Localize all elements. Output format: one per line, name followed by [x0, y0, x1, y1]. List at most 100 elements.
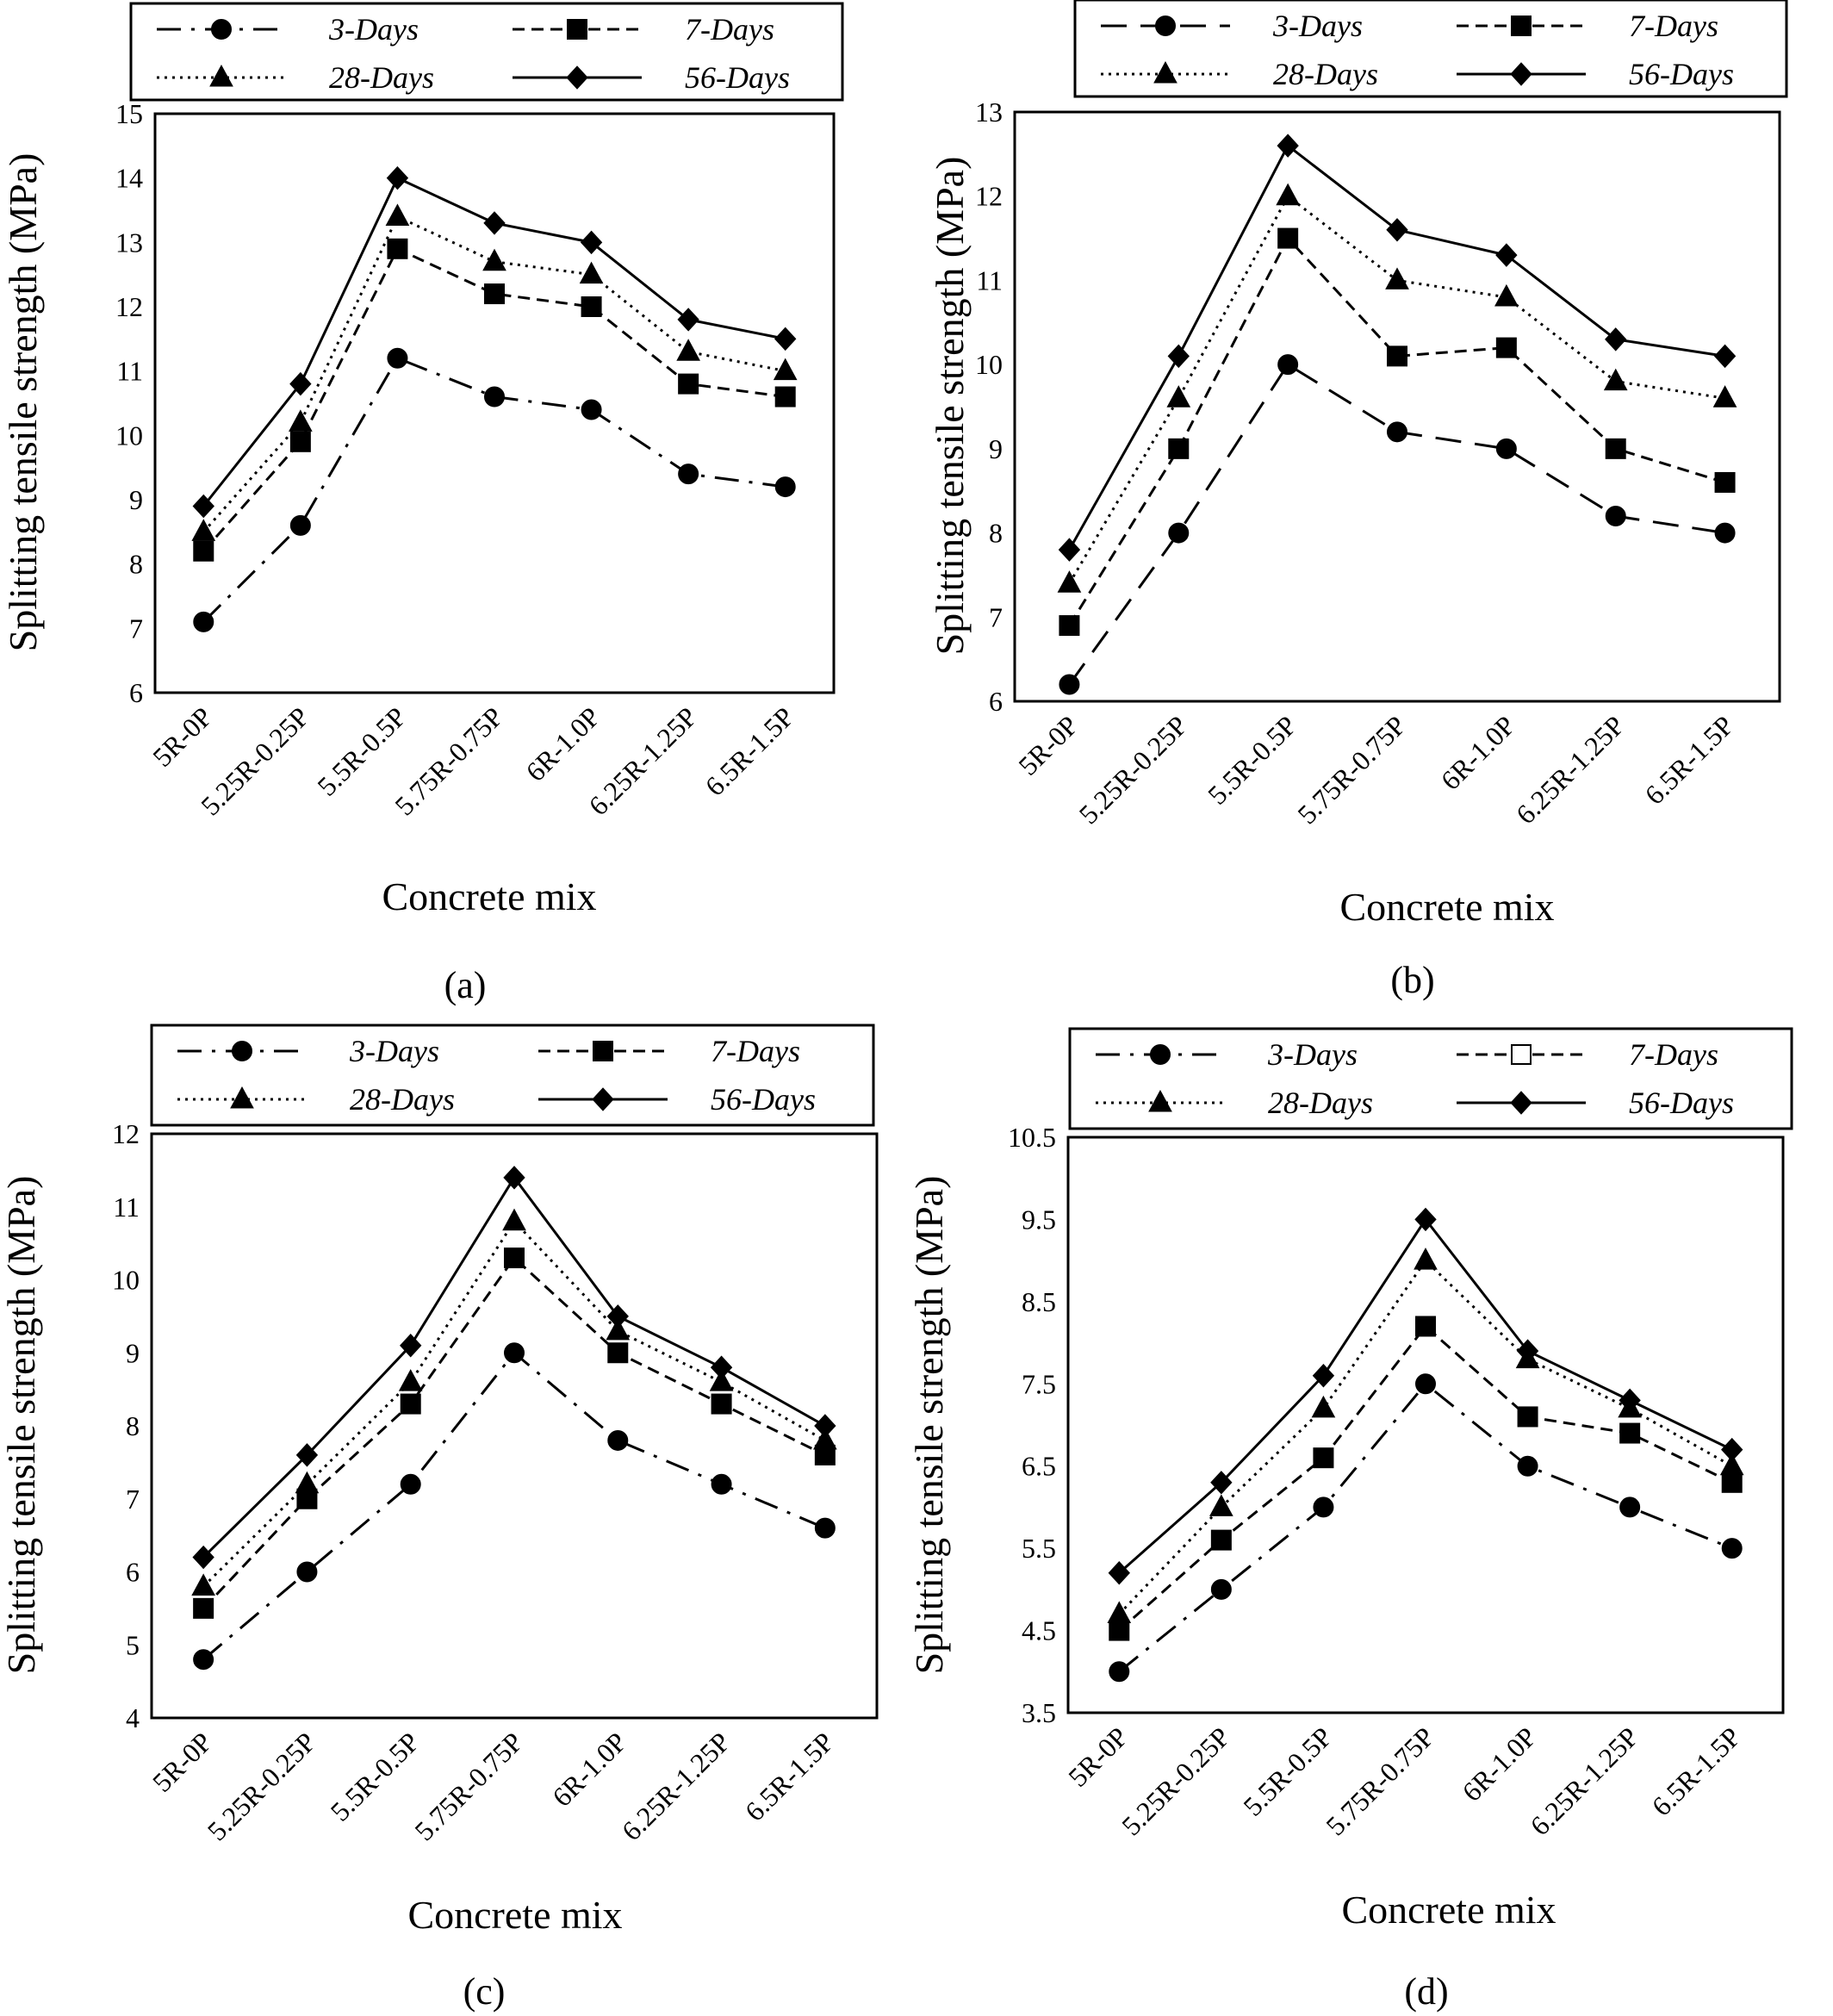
data-point-triangle — [709, 1369, 734, 1391]
series-3-days — [193, 347, 796, 632]
legend-marker-diamond — [1510, 1091, 1532, 1115]
y-tick-label: 6 — [989, 686, 1003, 717]
x-axis-title: Concrete mix — [1341, 1888, 1556, 1932]
y-tick-label: 12 — [115, 291, 143, 322]
data-point-circle — [193, 611, 214, 632]
y-tick-label: 6.5 — [1022, 1451, 1056, 1482]
legend: 3-Days 7-Days 28-Days 56-Days — [129, 2, 844, 102]
data-point-triangle — [191, 1573, 215, 1596]
data-point-diamond — [1108, 1561, 1130, 1585]
legend: 3-Days 7-Days 28-Days 56-Days — [1073, 0, 1788, 98]
legend-item-3-days: 3-Days — [177, 1034, 439, 1068]
data-point-circle — [1517, 1455, 1538, 1477]
data-point-circle — [581, 399, 602, 420]
plot-area — [150, 1132, 879, 1720]
y-tick-label: 4.5 — [1022, 1615, 1056, 1646]
data-point-triangle — [1712, 385, 1737, 408]
series-3-days — [193, 1342, 836, 1671]
data-point-triangle — [1414, 1248, 1438, 1270]
data-point-square — [400, 1393, 421, 1415]
data-point-triangle — [1385, 267, 1409, 289]
legend-item-3-days: 3-Days — [1096, 1037, 1358, 1072]
x-tick-label: 5.5R-0.5P — [1202, 709, 1302, 810]
legend-item-56-days: 56-Days — [1457, 1086, 1734, 1120]
data-point-circle — [1109, 1661, 1130, 1683]
data-point-triangle — [1276, 183, 1300, 206]
y-tick-label: 14 — [115, 163, 143, 194]
chart-panel-1: 3-Days 7-Days 28-Days 56-Days 6 7 8 9 10 11 12 13 14… — [1, 2, 844, 1006]
data-point-circle — [1415, 1373, 1436, 1395]
data-point-circle — [296, 1561, 318, 1583]
legend-marker-square — [567, 19, 587, 40]
legend-box — [1068, 1027, 1793, 1130]
data-point-diamond — [774, 327, 797, 352]
data-point-square — [387, 238, 408, 259]
legend-label: 3-Days — [349, 1034, 439, 1068]
series-7-days — [193, 238, 796, 562]
legend-item-28-days: 28-Days — [1096, 1086, 1373, 1120]
data-point-triangle — [191, 519, 216, 541]
series-28-days — [1057, 183, 1737, 593]
series-28-days — [1107, 1248, 1744, 1623]
data-point-triangle — [773, 358, 798, 381]
y-tick-label: 9.5 — [1022, 1204, 1056, 1235]
data-point-diamond — [1414, 1207, 1437, 1232]
data-point-triangle — [1603, 368, 1628, 391]
legend-marker-diamond — [566, 65, 588, 90]
data-point-diamond — [606, 1304, 629, 1328]
legend-item-56-days: 56-Days — [513, 60, 790, 95]
y-tick-label: 12 — [975, 181, 1003, 212]
legend-item-7-days: 7-Days — [1457, 9, 1718, 43]
series-line — [202, 1255, 826, 1609]
data-point-circle — [193, 1649, 214, 1671]
y-tick-label: 7 — [129, 613, 143, 644]
data-point-triangle — [1719, 1453, 1744, 1476]
data-point-diamond — [289, 371, 312, 396]
data-point-square — [193, 540, 214, 562]
legend: 3-Days 7-Days 28-Days 56-Days — [150, 1024, 875, 1127]
data-point-diamond — [677, 308, 699, 332]
data-point-circle — [607, 1429, 629, 1451]
x-tick-label: 6R-1.0P — [1456, 1720, 1542, 1807]
legend-marker-triangle — [209, 64, 233, 87]
legend-marker-circle — [232, 1041, 252, 1061]
series-line — [1118, 1324, 1733, 1632]
y-tick-label: 11 — [116, 356, 143, 387]
data-point-diamond — [1605, 327, 1627, 352]
series-56-days — [192, 1166, 836, 1570]
series-56-days — [192, 165, 797, 519]
data-point-square — [1387, 345, 1407, 367]
data-point-triangle — [295, 1471, 320, 1494]
data-point-triangle — [482, 248, 506, 271]
legend-box — [1073, 0, 1788, 98]
y-axis-title: Splitting tensile strength (MPa) — [928, 157, 972, 656]
legend-item-28-days: 28-Days — [177, 1082, 455, 1117]
y-tick-label: 13 — [115, 227, 143, 258]
legend-item-3-days: 3-Days — [157, 12, 419, 47]
legend-label: 3-Days — [1272, 9, 1363, 43]
data-point-diamond — [1721, 1437, 1743, 1462]
series-3-days — [1059, 354, 1736, 695]
plot-area — [1013, 110, 1781, 703]
data-point-square — [1415, 1316, 1436, 1337]
y-tick-label: 8 — [126, 1410, 140, 1441]
data-point-circle — [1721, 1538, 1743, 1559]
legend-label: 3-Days — [1267, 1037, 1358, 1072]
legend-item-3-days: 3-Days — [1101, 9, 1363, 43]
data-point-diamond — [1312, 1364, 1335, 1388]
data-point-diamond — [400, 1334, 422, 1358]
x-tick-label: 5R-0P — [146, 700, 218, 772]
data-point-square — [774, 386, 796, 408]
legend-item-28-days: 28-Days — [1101, 57, 1378, 91]
data-point-square — [607, 1342, 629, 1364]
data-point-diamond — [483, 211, 506, 235]
data-point-diamond — [1495, 243, 1518, 267]
data-point-circle — [1168, 522, 1190, 544]
data-point-circle — [484, 386, 505, 408]
y-tick-label: 15 — [115, 98, 143, 129]
data-point-circle — [1619, 1496, 1641, 1518]
data-point-triangle — [502, 1208, 526, 1231]
data-point-circle — [1059, 674, 1080, 695]
data-point-triangle — [1311, 1395, 1336, 1418]
